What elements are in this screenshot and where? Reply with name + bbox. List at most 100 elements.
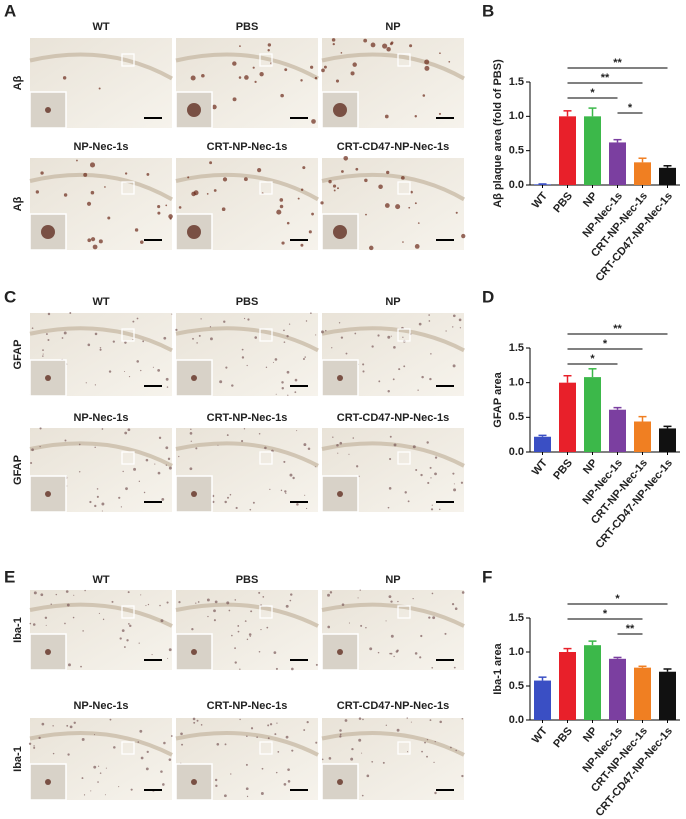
stain-dot — [417, 222, 420, 224]
stain-label: GFAP — [12, 455, 24, 485]
bar — [534, 436, 551, 452]
stain-dot — [461, 717, 464, 720]
group-label: PBS — [236, 296, 259, 308]
stain-dot — [209, 326, 212, 328]
stain-dot — [78, 471, 81, 473]
stain-dot — [68, 663, 71, 667]
stain-dot — [258, 432, 261, 435]
stain-dot — [339, 733, 342, 736]
stain-dot — [245, 763, 248, 766]
tissue-layer — [175, 52, 319, 81]
stain-dot — [32, 623, 36, 626]
stain-dot — [94, 332, 98, 336]
stain-dot — [157, 368, 161, 372]
stain-dot — [198, 334, 201, 337]
stain-dot — [250, 610, 253, 613]
stain-dot — [258, 591, 261, 594]
stain-dot — [390, 335, 392, 337]
stain-dot — [243, 177, 248, 182]
y-tick-label: 0.0 — [509, 446, 524, 458]
stain-dot — [229, 493, 232, 496]
stain-dot — [81, 738, 85, 741]
stain-dot — [239, 668, 241, 670]
stain-dot — [321, 758, 324, 761]
stain-dot — [365, 213, 367, 216]
stain-dot — [393, 655, 395, 658]
stain-dot — [234, 661, 237, 664]
stain-dot — [283, 460, 286, 463]
stain-dot — [272, 361, 275, 363]
stain-dot — [345, 352, 348, 355]
stain-dot — [277, 750, 280, 753]
stain-dot — [450, 746, 452, 749]
stain-dot — [216, 743, 220, 746]
stain-dot — [350, 757, 354, 761]
stain-dot — [461, 774, 464, 778]
roi-box — [397, 741, 411, 755]
stain-dot — [90, 790, 92, 792]
stain-dot — [232, 97, 237, 102]
inset — [29, 763, 67, 801]
tissue-layer — [29, 602, 173, 628]
stain-dot — [257, 168, 262, 173]
stain-dot — [350, 71, 355, 76]
stain-dot — [341, 170, 344, 173]
stain-dot — [213, 189, 217, 192]
significance-label: * — [628, 102, 633, 114]
tissue-layer — [321, 441, 465, 468]
group-label: CRT-CD47-NP-Nec-1s — [337, 412, 449, 424]
stain-dot — [343, 155, 349, 161]
stain-dot — [393, 346, 396, 349]
group-label: WT — [92, 21, 109, 33]
stain-dot — [461, 591, 465, 594]
stain-dot — [300, 79, 303, 82]
stain-dot — [143, 491, 146, 494]
stain-dot — [300, 188, 304, 191]
stain-dot — [331, 347, 333, 349]
stain-dot — [136, 360, 139, 363]
x-tick-label: NP — [581, 725, 600, 744]
stain-dot — [321, 68, 325, 73]
stain-dot — [246, 735, 248, 737]
stain-dot — [213, 619, 216, 622]
stain-dot — [127, 428, 131, 432]
inset-detail — [191, 491, 197, 497]
stain-dot — [159, 604, 161, 607]
inset-detail — [191, 779, 197, 785]
stain-dot — [430, 477, 432, 479]
stain-dot — [332, 184, 337, 188]
stain-dot — [267, 43, 272, 47]
stain-dot — [167, 657, 169, 659]
stain-dot — [364, 178, 368, 183]
stain-dot — [94, 446, 96, 449]
panel-letter: E — [4, 567, 15, 586]
stain-dot — [421, 750, 423, 753]
stain-dot — [276, 209, 282, 215]
bar — [584, 645, 601, 720]
stain-dot — [294, 391, 297, 394]
stain-dot — [422, 94, 426, 97]
stain-dot — [223, 320, 226, 323]
stain-dot — [224, 743, 227, 746]
stain-label: Iba-1 — [12, 746, 24, 772]
stain-dot — [254, 80, 257, 83]
tissue-layer — [175, 172, 319, 202]
stain-dot — [237, 630, 240, 633]
stain-dot — [76, 159, 78, 162]
stain-dot — [39, 445, 41, 448]
stain-dot — [247, 318, 250, 321]
stain-dot — [307, 447, 311, 450]
stain-dot — [302, 166, 306, 170]
stain-dot — [424, 741, 426, 744]
stain-dot — [396, 728, 400, 732]
inset-detail — [337, 375, 343, 381]
stain-dot — [178, 206, 182, 209]
stain-dot — [65, 590, 69, 593]
stain-dot — [434, 791, 437, 795]
stain-dot — [243, 317, 246, 320]
y-tick-label: 0.0 — [509, 714, 524, 726]
stain-dot — [73, 594, 75, 596]
stain-dot — [310, 312, 312, 314]
stain-dot — [221, 207, 226, 212]
x-tick-label: NP — [581, 457, 600, 476]
